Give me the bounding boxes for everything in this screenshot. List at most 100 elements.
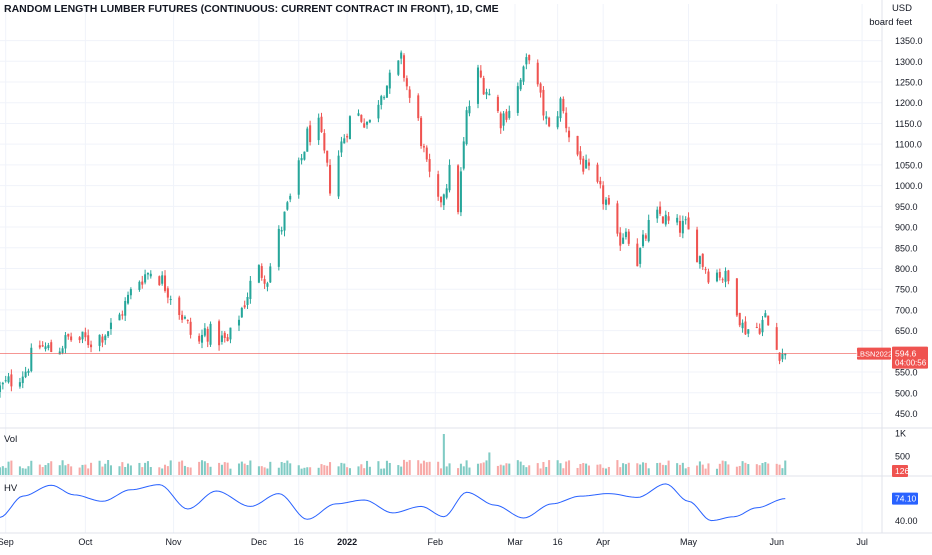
candle [300,154,303,165]
candle [21,371,24,389]
candle [368,119,371,124]
volume-bar [548,460,551,475]
volume-bar [289,463,292,475]
candle [289,193,292,203]
volume-bar [229,468,232,475]
candle-body [528,55,531,61]
candle [684,216,687,225]
candle-body [169,299,172,301]
price-tick-label: 800.0 [895,264,918,274]
volume-bar [542,461,545,475]
candle-body [587,162,590,166]
candle-body [240,307,243,318]
candle-body [166,288,169,298]
volume-bar [87,468,90,475]
volume-bar [360,464,363,475]
price-tick-label: 1300.0 [895,57,923,67]
candle [127,291,130,305]
candle-body [24,371,27,378]
candle [616,200,619,237]
volume-bar [263,467,266,475]
price-badge: 594.604:00:56 [892,346,928,369]
candle [24,366,27,379]
candle-body [377,104,380,119]
price-pane [0,50,882,398]
price-badge-bg [892,346,928,369]
candle-body [226,337,229,342]
candle-body [744,321,747,335]
volume-bar [397,465,400,475]
candle-body [138,281,141,290]
candle-body [721,279,724,281]
volume-bar [718,463,721,475]
volume-bar [724,461,727,475]
candle-body [667,216,670,221]
candle-body [758,328,761,334]
volume-bar [661,464,664,475]
candle [502,110,505,131]
candle-body [158,276,161,286]
volume-bar [297,465,300,475]
volume-bar [536,463,539,475]
candle [397,60,400,77]
candle [109,318,112,335]
candle [249,276,252,304]
candle [678,215,682,237]
candle [485,88,488,100]
volume-bar [323,465,326,475]
volume-bar [664,465,667,475]
symbol-badge-bg [857,347,891,360]
volume-bar [357,466,360,475]
candle [121,310,124,320]
candle [639,247,642,268]
candle-body [607,197,610,205]
candle-body [118,314,121,321]
volume-bar [144,462,147,475]
volume-bar [10,460,13,475]
candle [198,333,201,344]
candle-body [678,220,682,233]
volume-bar [735,466,738,475]
volume-bar [727,464,730,475]
candle [539,82,542,98]
volume-bar [203,461,206,475]
volume-bar [408,460,411,475]
volume-bar [445,466,448,475]
volume-bar [124,466,127,475]
candle [18,377,21,389]
candle [30,343,33,373]
candle [647,214,650,243]
volume-bar [488,452,491,475]
candle [218,319,221,351]
volume-bar [127,463,130,475]
volume-bar [109,465,112,475]
volume-bar [368,466,371,475]
candle-body [781,353,784,360]
candle [329,159,332,196]
candle [624,228,627,240]
candle-body [343,138,346,144]
candle [784,353,787,360]
candle-body [408,89,411,98]
candle-body [681,220,684,234]
candle-body [129,289,132,296]
candle [741,319,744,333]
volume-bar [684,468,687,475]
candle [181,310,184,323]
candle-body [701,253,704,267]
volume-tick-label: 500 [895,452,910,462]
candle-body [639,247,642,264]
candle [735,277,738,318]
volume-bar [237,463,241,475]
candle-body [539,83,542,93]
price-tick-label: 850.0 [895,243,918,253]
candle [380,94,383,110]
volume-bar [129,465,132,475]
candle-body [445,188,448,198]
candle [417,93,420,121]
volume-bar [200,460,204,475]
candle-body [183,316,186,319]
candle-body [616,203,619,234]
